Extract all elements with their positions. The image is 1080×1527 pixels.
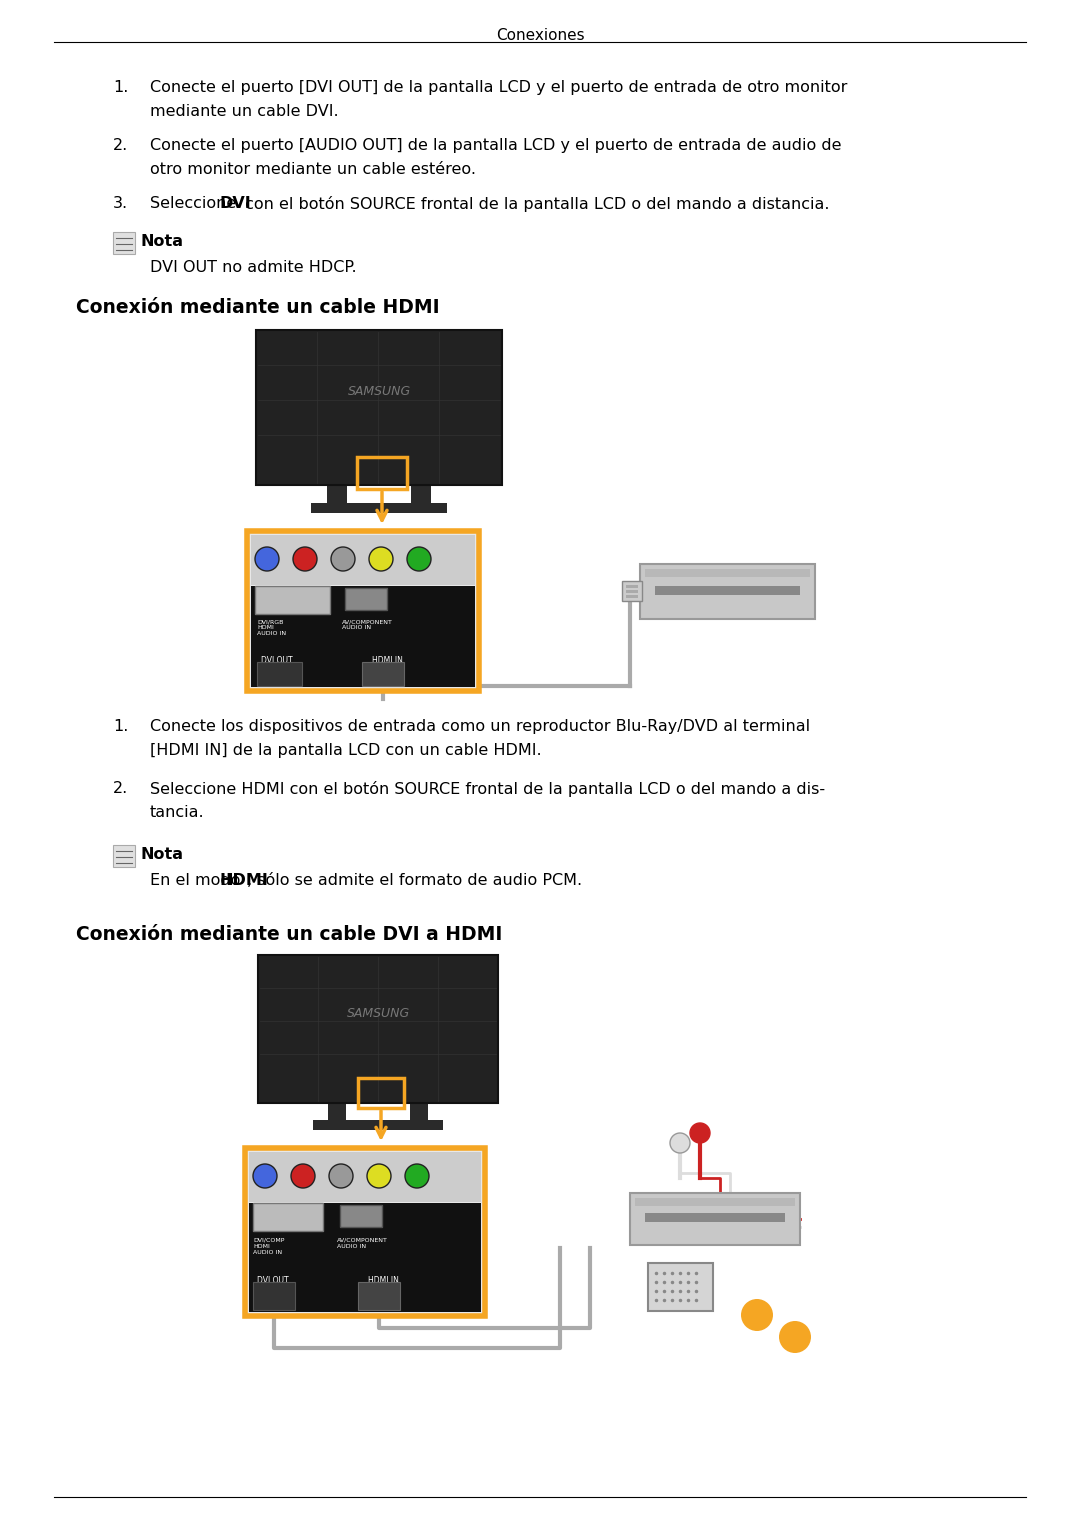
Circle shape (405, 1164, 429, 1188)
Text: DVI OUT: DVI OUT (257, 1277, 288, 1286)
Bar (410, 1102, 428, 1119)
Text: 2: 2 (789, 1327, 800, 1342)
Bar (113, 844, 135, 867)
Text: Seleccione: Seleccione (150, 195, 241, 211)
Text: SAMSUNG: SAMSUNG (348, 385, 410, 399)
Text: 2.: 2. (113, 780, 129, 796)
Circle shape (407, 547, 431, 571)
Text: Conexiones: Conexiones (496, 27, 584, 43)
Bar (328, 1102, 346, 1119)
Bar (257, 663, 302, 686)
Bar (258, 954, 498, 1102)
Bar (313, 1119, 443, 1130)
Bar (626, 585, 638, 588)
Bar (626, 589, 638, 592)
Circle shape (367, 1164, 391, 1188)
Text: DVI/RGB
HDMI
AUDIO IN: DVI/RGB HDMI AUDIO IN (257, 618, 286, 635)
Circle shape (741, 1299, 773, 1332)
Bar (249, 1151, 481, 1202)
Text: DVI/COMP
HDMI
AUDIO IN: DVI/COMP HDMI AUDIO IN (253, 1238, 284, 1255)
Bar (251, 534, 475, 585)
Text: AV/COMPONENT
AUDIO IN: AV/COMPONENT AUDIO IN (337, 1238, 388, 1249)
Bar (654, 586, 800, 596)
Circle shape (670, 1133, 690, 1153)
Bar (249, 1203, 481, 1312)
Text: En el modo: En el modo (150, 873, 245, 889)
Bar (247, 531, 480, 692)
Bar (648, 1263, 713, 1312)
Text: HDMI IN: HDMI IN (372, 657, 403, 664)
Bar (411, 486, 431, 502)
Bar (253, 1203, 323, 1231)
Bar (357, 1078, 404, 1109)
Circle shape (690, 1122, 710, 1144)
Text: Conecte los dispositivos de entrada como un reproductor Blu-Ray/DVD al terminal: Conecte los dispositivos de entrada como… (150, 719, 810, 734)
Text: AV/COMPONENT
AUDIO IN: AV/COMPONENT AUDIO IN (342, 618, 393, 629)
Circle shape (293, 547, 318, 571)
Text: con el botón SOURCE frontal de la pantalla LCD o del mando a distancia.: con el botón SOURCE frontal de la pantal… (241, 195, 829, 212)
Text: Conecte el puerto [DVI OUT] de la pantalla LCD y el puerto de entrada de otro mo: Conecte el puerto [DVI OUT] de la pantal… (150, 79, 848, 95)
Circle shape (779, 1321, 811, 1353)
Bar (635, 1199, 795, 1206)
Bar (357, 1283, 400, 1310)
Text: DVI OUT no admite HDCP.: DVI OUT no admite HDCP. (150, 260, 356, 275)
Bar (645, 570, 810, 577)
Bar (626, 596, 638, 599)
Bar (113, 232, 135, 253)
Bar (255, 586, 330, 614)
Bar (357, 457, 407, 489)
Text: HDMI: HDMI (219, 873, 268, 889)
Bar (245, 1148, 485, 1316)
Text: Seleccione HDMI con el botón SOURCE frontal de la pantalla LCD o del mando a dis: Seleccione HDMI con el botón SOURCE fron… (150, 780, 825, 797)
Bar (251, 586, 475, 687)
Text: 3.: 3. (113, 195, 129, 211)
Text: mediante un cable DVI.: mediante un cable DVI. (150, 104, 339, 119)
Text: Nota: Nota (140, 234, 183, 249)
Text: Nota: Nota (140, 847, 183, 863)
Text: Conexión mediante un cable DVI a HDMI: Conexión mediante un cable DVI a HDMI (76, 925, 502, 944)
Circle shape (291, 1164, 315, 1188)
Bar (362, 663, 404, 686)
Text: Conecte el puerto [AUDIO OUT] de la pantalla LCD y el puerto de entrada de audio: Conecte el puerto [AUDIO OUT] de la pant… (150, 137, 841, 153)
Bar (327, 486, 347, 502)
Text: Conexión mediante un cable HDMI: Conexión mediante un cable HDMI (76, 298, 440, 318)
Text: 1.: 1. (113, 79, 129, 95)
Text: SAMSUNG: SAMSUNG (347, 1006, 409, 1020)
Circle shape (369, 547, 393, 571)
Bar (253, 1283, 295, 1310)
Bar (640, 563, 815, 618)
Circle shape (255, 547, 279, 571)
Text: tancia.: tancia. (150, 805, 204, 820)
Bar (256, 330, 502, 486)
Bar (645, 1212, 785, 1222)
Text: 1: 1 (752, 1306, 762, 1319)
Circle shape (330, 547, 355, 571)
Text: DVI: DVI (219, 195, 251, 211)
Circle shape (329, 1164, 353, 1188)
Bar (622, 580, 642, 602)
Text: DVI OUT: DVI OUT (261, 657, 293, 664)
Bar (345, 588, 387, 609)
Bar (630, 1193, 800, 1245)
Text: HDMI IN: HDMI IN (367, 1277, 399, 1286)
Text: 1.: 1. (113, 719, 129, 734)
Text: [HDMI IN] de la pantalla LCD con un cable HDMI.: [HDMI IN] de la pantalla LCD con un cabl… (150, 744, 542, 757)
Bar (311, 502, 447, 513)
Text: , sólo se admite el formato de audio PCM.: , sólo se admite el formato de audio PCM… (247, 873, 582, 889)
Text: 2.: 2. (113, 137, 129, 153)
Text: otro monitor mediante un cable estéreo.: otro monitor mediante un cable estéreo. (150, 162, 476, 177)
Circle shape (253, 1164, 276, 1188)
Bar (340, 1205, 382, 1228)
